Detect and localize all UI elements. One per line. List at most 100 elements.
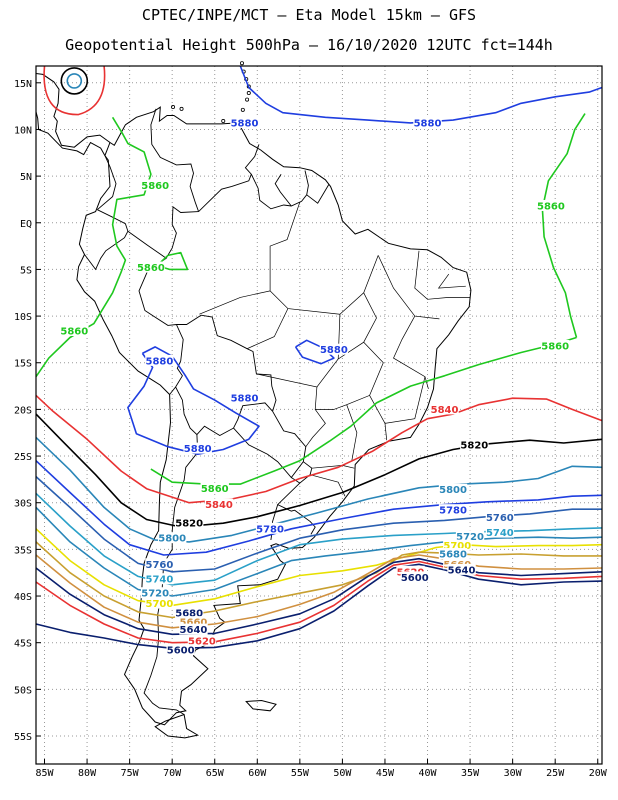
country-border bbox=[127, 206, 199, 259]
country-border bbox=[138, 257, 184, 395]
contour-label-bg bbox=[443, 539, 472, 551]
contour-label: 5680 bbox=[439, 550, 467, 561]
longitude-ticks: 85W 80W 75W 70W 65W 60W 55W 50W 45W 40W 35W 30W 25W 2… bbox=[35, 759, 608, 779]
central-america-pacific-coast bbox=[35, 111, 106, 156]
x-tick-label: 20W bbox=[589, 768, 608, 779]
contour-label: 5740 bbox=[486, 528, 514, 539]
y-tick-label: 40S bbox=[14, 592, 32, 603]
contour-labels: 5880 5880 5860 5860 5860 5860 5860 5860 5880 5880… bbox=[60, 116, 570, 657]
contour-label-bg bbox=[157, 532, 187, 544]
country-border bbox=[306, 184, 330, 204]
country-border bbox=[84, 209, 129, 271]
contour-label-bg bbox=[430, 403, 459, 415]
island bbox=[171, 105, 176, 110]
contour-label: 5740 bbox=[145, 575, 173, 586]
contour-label: 5800 bbox=[158, 534, 186, 545]
contour-label-bg bbox=[438, 483, 468, 495]
contour-5880 bbox=[294, 339, 335, 365]
contour-label: 5800 bbox=[439, 485, 467, 496]
contour-label: 5840 bbox=[205, 500, 233, 511]
contour-5780 bbox=[35, 460, 603, 556]
x-tick-label: 80W bbox=[78, 768, 97, 779]
contour-label-bg bbox=[145, 354, 174, 366]
contour-label-bg bbox=[438, 548, 468, 560]
contour-5880 bbox=[239, 65, 603, 124]
contour-label: 5720 bbox=[456, 532, 484, 543]
contour-label-bg bbox=[413, 116, 442, 128]
island bbox=[245, 97, 250, 102]
country-border bbox=[250, 170, 309, 210]
contour-label: 5700 bbox=[443, 541, 471, 552]
contour-label-bg bbox=[183, 442, 212, 454]
x-tick-label: 25W bbox=[546, 768, 565, 779]
contour-label: 5880 bbox=[231, 394, 259, 405]
y-tick-label: 10N bbox=[14, 125, 32, 136]
state-border bbox=[377, 255, 440, 320]
contour-label-bg bbox=[145, 597, 174, 609]
state-border bbox=[269, 202, 301, 291]
contour-label: 5640 bbox=[180, 625, 208, 636]
contour-5660 bbox=[35, 554, 603, 629]
x-tick-label: 40W bbox=[418, 768, 437, 779]
map-title-line-1: CPTEC/INPE/MCT – Eta Model 15km – GFS bbox=[141, 6, 477, 24]
central-america-coastline bbox=[35, 73, 111, 148]
country-border bbox=[198, 144, 260, 212]
state-border bbox=[369, 376, 426, 424]
y-tick-label: 15N bbox=[14, 79, 32, 90]
island bbox=[221, 119, 226, 124]
low-center-middle bbox=[60, 67, 89, 95]
contour-label: 5840 bbox=[431, 405, 459, 416]
x-tick-label: 55W bbox=[291, 768, 310, 779]
y-tick-label: 20S bbox=[14, 405, 32, 416]
contour-label: 5880 bbox=[414, 118, 442, 129]
contour-label-bg bbox=[255, 522, 285, 534]
contour-label-bg bbox=[536, 199, 566, 211]
contour-label: 5720 bbox=[141, 589, 169, 600]
contour-label: 5640 bbox=[448, 565, 476, 576]
island bbox=[240, 107, 245, 112]
contour-label-bg bbox=[455, 530, 485, 542]
contour-label: 5860 bbox=[60, 327, 88, 338]
y-tick-label: 10S bbox=[14, 312, 32, 323]
low-center-outer bbox=[43, 65, 106, 116]
height-contours bbox=[35, 65, 603, 650]
contour-label: 5860 bbox=[137, 263, 165, 274]
contour-5880 bbox=[127, 346, 260, 455]
contour-label: 5700 bbox=[145, 599, 173, 610]
state-border bbox=[437, 273, 466, 289]
contour-label-bg bbox=[438, 504, 468, 516]
contour-label-bg bbox=[396, 565, 425, 577]
y-tick-label: 25S bbox=[14, 452, 32, 463]
contour-label-bg bbox=[200, 482, 229, 494]
island bbox=[179, 106, 184, 111]
contour-label: 5880 bbox=[184, 444, 212, 455]
contour-label-bg bbox=[447, 563, 476, 575]
contour-label: 5860 bbox=[537, 201, 565, 212]
country-border bbox=[175, 386, 273, 437]
y-tick-label: 50S bbox=[14, 685, 32, 696]
y-tick-label: 5N bbox=[20, 172, 32, 183]
country-border bbox=[233, 411, 307, 479]
contour-5860 bbox=[35, 116, 152, 378]
contour-5860 bbox=[541, 113, 586, 338]
falkland-islands bbox=[245, 699, 277, 712]
x-tick-label: 50W bbox=[333, 768, 352, 779]
contour-label-bg bbox=[460, 438, 489, 450]
contour-5800 bbox=[35, 436, 603, 543]
contour-label: 5820 bbox=[175, 519, 203, 530]
contour-label-bg bbox=[187, 634, 217, 646]
contour-label: 5860 bbox=[141, 181, 169, 192]
x-tick-label: 60W bbox=[248, 768, 267, 779]
contour-5760 bbox=[35, 476, 602, 573]
contour-5700 bbox=[35, 528, 603, 607]
contour-label: 5620 bbox=[188, 636, 216, 647]
contour-label-bg bbox=[145, 573, 174, 585]
x-tick-label: 65W bbox=[206, 768, 225, 779]
contour-label-bg bbox=[179, 623, 208, 635]
contour-label-bg bbox=[145, 558, 174, 570]
y-tick-label: 55S bbox=[14, 732, 32, 743]
contour-label: 5680 bbox=[175, 608, 203, 619]
map-frame bbox=[35, 65, 603, 765]
state-border bbox=[393, 315, 429, 389]
state-border bbox=[414, 250, 471, 300]
